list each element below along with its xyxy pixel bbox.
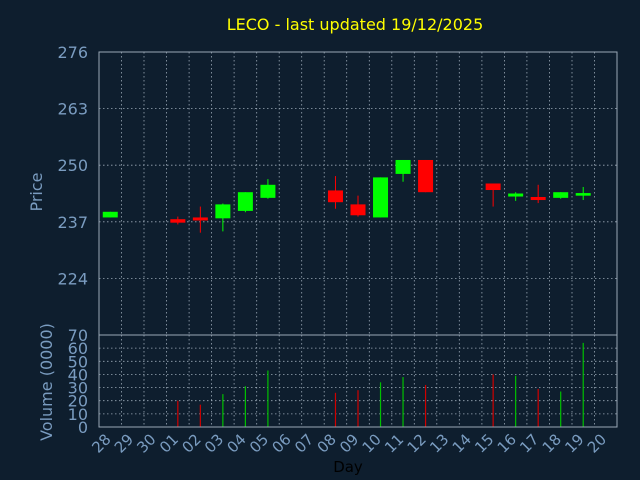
price-tick-labels: 224 237 250 263 276 [57,43,88,288]
day-axis-label: Day [333,458,363,476]
volume-tick-label: 0 [78,418,88,437]
candle-body [485,183,501,191]
volume-tick-label: 10 [68,405,88,424]
candle-body [395,159,411,174]
candle-body [327,190,343,203]
candle-body [350,204,366,216]
volume-bar-series [177,342,584,427]
chart-title: LECO - last updated 19/12/2025 [227,15,484,34]
price-tick-label: 250 [57,156,88,175]
volume-tick-label: 20 [68,392,88,411]
candlestick-series [102,159,591,233]
candle-body [215,204,231,219]
candle-body [170,219,186,223]
candle-body [102,211,118,218]
day-tick-labels: 2829300102030405060708091011121314151617… [88,430,610,456]
candle-body [530,196,546,201]
price-tick-label: 237 [57,213,88,232]
candle-body [508,193,524,197]
candle-body [237,192,253,211]
day-tick-label: 20 [584,430,610,456]
volume-tick-label: 60 [68,339,88,358]
volume-axis-label: Volume (0000) [37,323,56,441]
volume-tick-label: 40 [68,365,88,384]
candle-body [575,193,591,196]
volume-panel-frame [98,334,618,428]
price-axis-label: Price [27,172,46,211]
price-panel-frame [98,51,618,336]
candle-body [418,159,434,193]
candle-body [192,217,208,221]
volume-tick-label: 50 [68,352,88,371]
price-tick-label: 263 [57,100,88,119]
candle-body [373,177,389,218]
volume-grid [99,334,617,428]
price-tick-label: 276 [57,43,88,62]
volume-tick-label: 30 [68,379,88,398]
price-tick-label: 224 [57,269,88,288]
candle-body [553,192,569,198]
candle-body [260,184,276,198]
volume-tick-label: 70 [68,326,88,345]
price-grid [99,51,617,335]
